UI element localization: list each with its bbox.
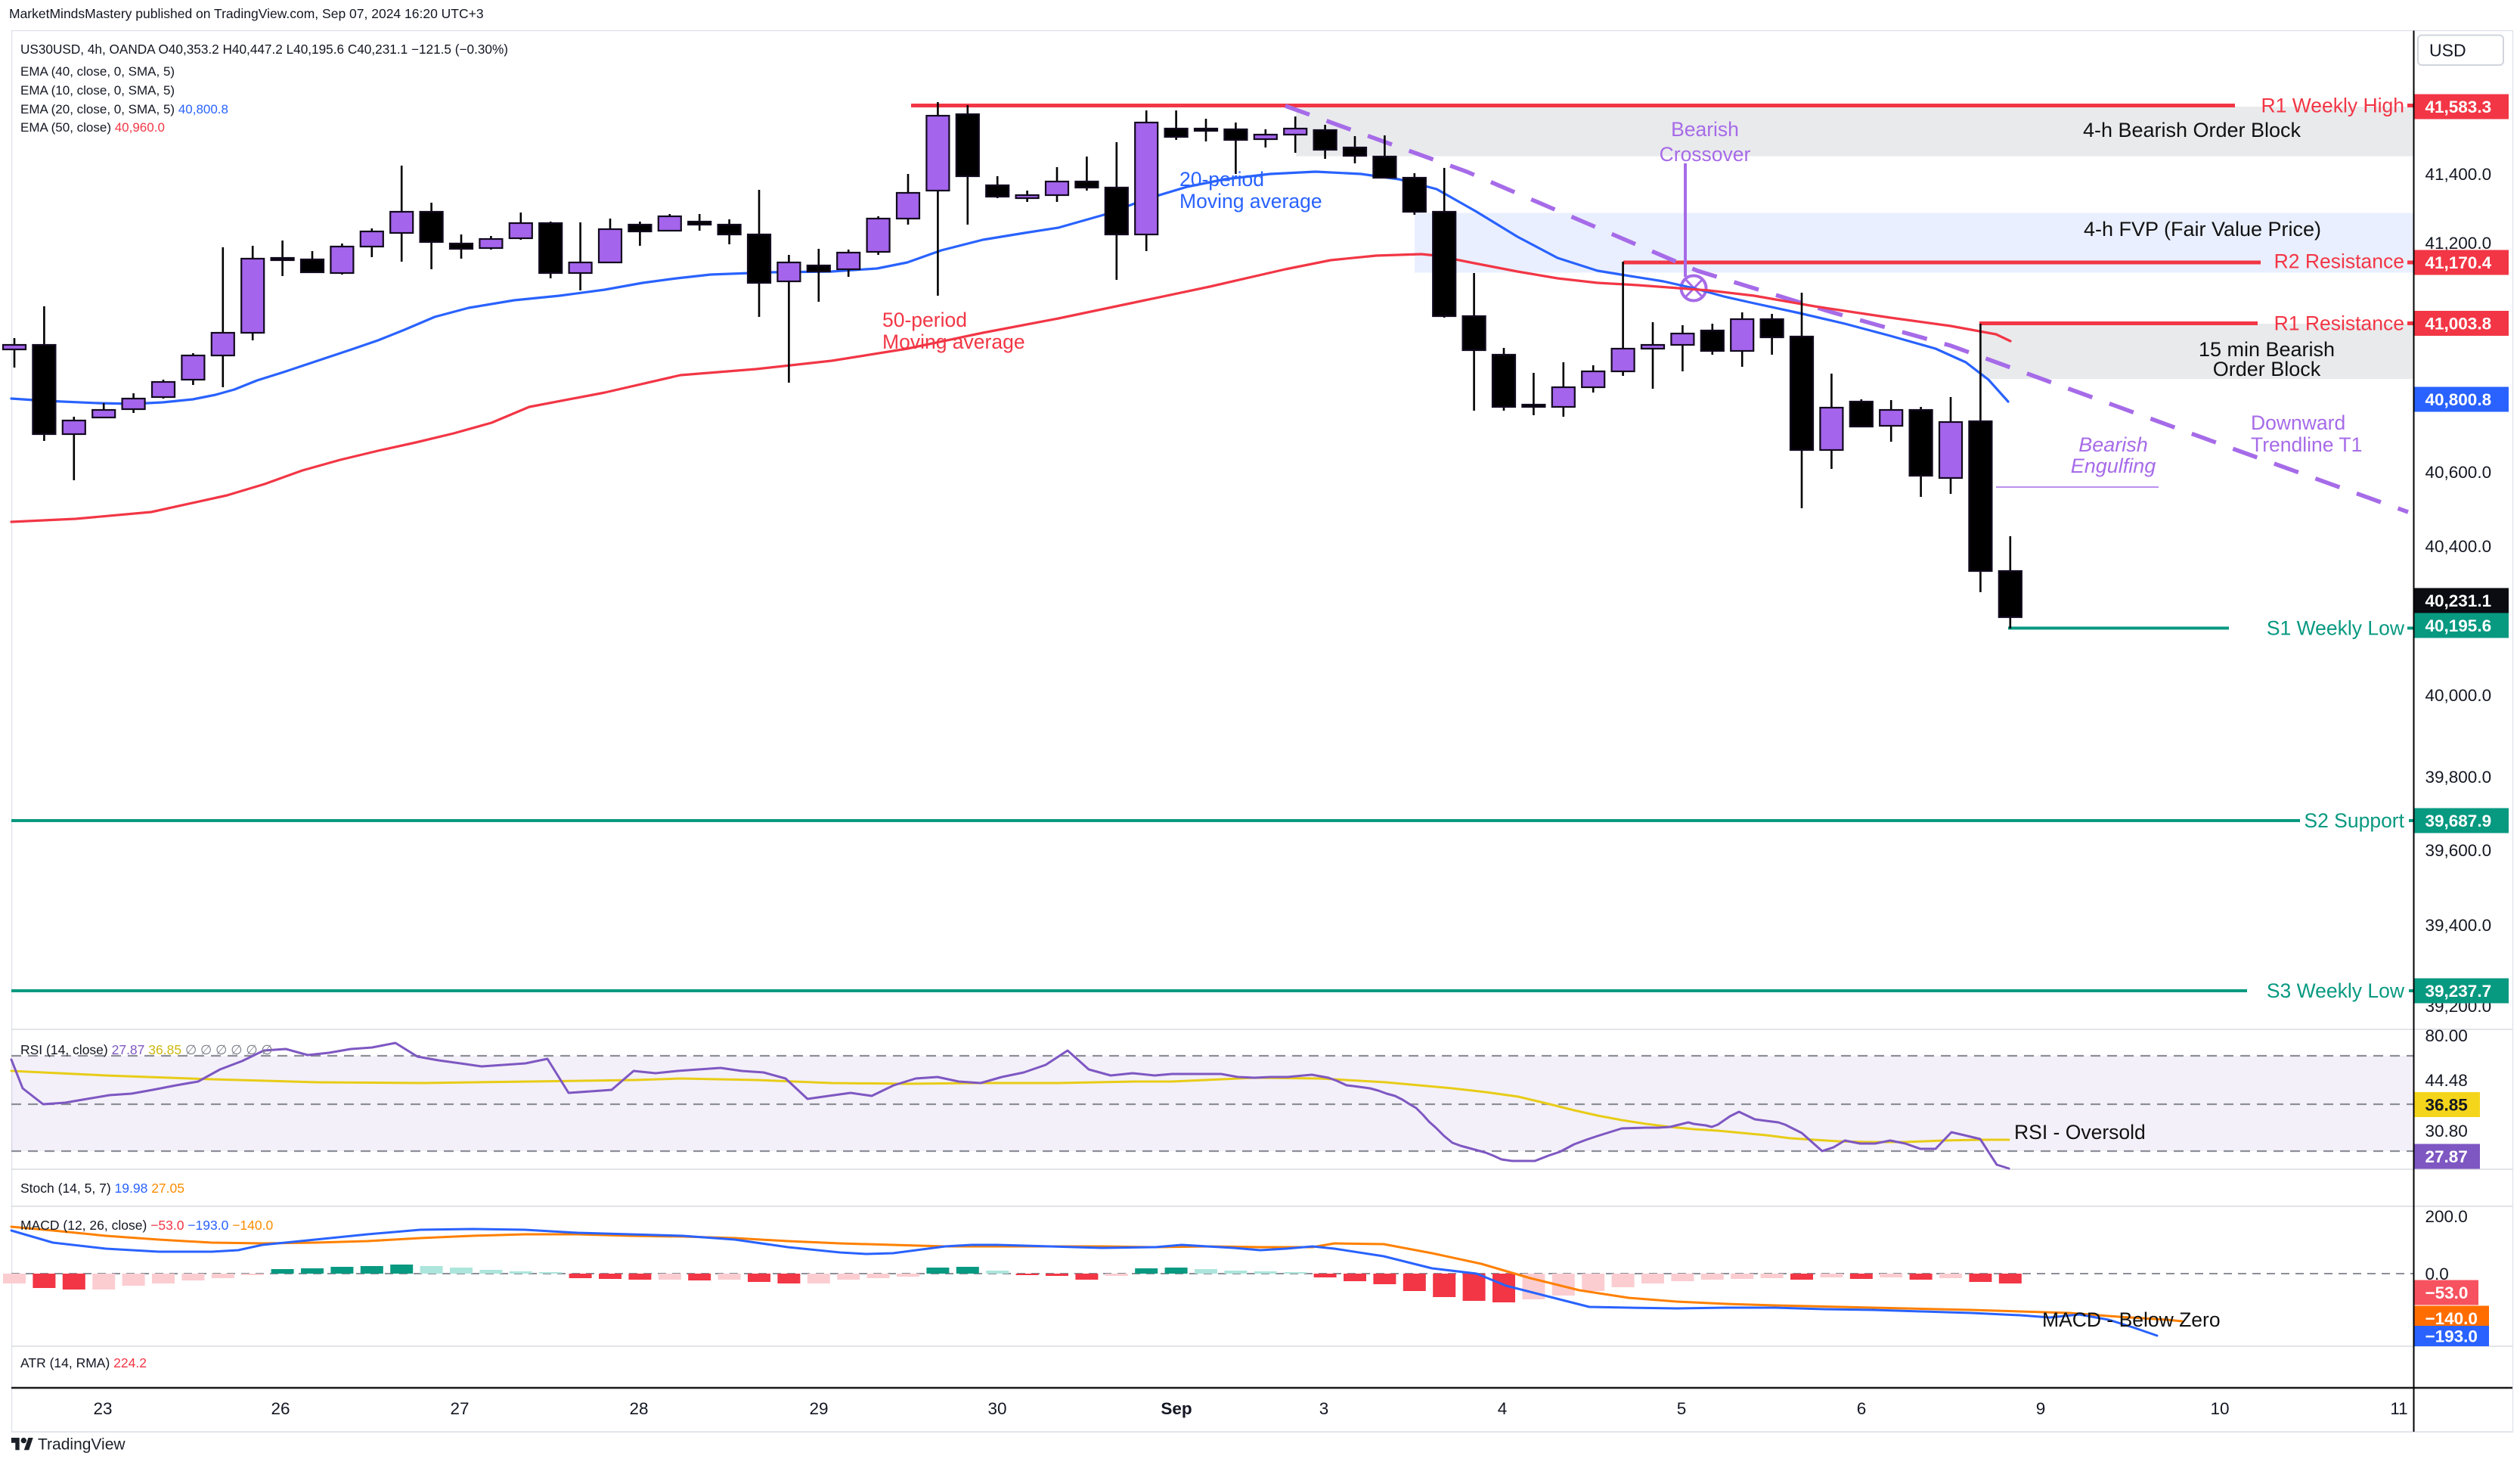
svg-text:Trendline T1: Trendline T1 xyxy=(2251,433,2362,456)
svg-text:S2 Support: S2 Support xyxy=(2304,809,2404,832)
svg-text:Bearish: Bearish xyxy=(1671,118,1739,141)
svg-text:40,231.1: 40,231.1 xyxy=(2425,591,2492,610)
svg-text:EMA (20, close, 0, SMA, 5) 40: EMA (20, close, 0, SMA, 5) 40,800.8 xyxy=(20,102,228,116)
svg-text:39,687.9: 39,687.9 xyxy=(2425,812,2492,830)
svg-text:41,003.8: 41,003.8 xyxy=(2425,314,2492,333)
svg-text:10: 10 xyxy=(2210,1399,2229,1418)
svg-text:6: 6 xyxy=(1857,1399,1867,1418)
svg-text:30: 30 xyxy=(987,1399,1006,1418)
svg-text:Bearish: Bearish xyxy=(2078,433,2148,456)
svg-text:4-h Bearish Order Block: 4-h Bearish Order Block xyxy=(2083,119,2301,141)
svg-text:41,583.3: 41,583.3 xyxy=(2425,98,2492,116)
svg-text:−53.0: −53.0 xyxy=(2425,1283,2469,1302)
svg-text:TradingView: TradingView xyxy=(38,1436,126,1454)
svg-text:80.00: 80.00 xyxy=(2425,1026,2468,1045)
svg-text:MACD - Below Zero: MACD - Below Zero xyxy=(2042,1308,2221,1331)
svg-text:EMA (10, close, 0, SMA, 5): EMA (10, close, 0, SMA, 5) xyxy=(20,83,175,98)
svg-text:39,237.7: 39,237.7 xyxy=(2425,982,2492,1001)
svg-text:41,400.0: 41,400.0 xyxy=(2425,165,2492,184)
svg-text:41,200.0: 41,200.0 xyxy=(2425,234,2492,253)
svg-text:28: 28 xyxy=(629,1399,648,1418)
svg-text:S3 Weekly Low: S3 Weekly Low xyxy=(2267,979,2405,1002)
svg-text:44.48: 44.48 xyxy=(2425,1071,2468,1090)
svg-text:26: 26 xyxy=(271,1399,290,1418)
svg-text:Sep: Sep xyxy=(1161,1399,1192,1418)
svg-text:27.87: 27.87 xyxy=(2425,1147,2468,1166)
svg-text:15 min Bearish: 15 min Bearish xyxy=(2199,338,2335,361)
svg-text:23: 23 xyxy=(93,1399,112,1418)
svg-text:29: 29 xyxy=(809,1399,828,1418)
svg-text:RSI - Oversold: RSI - Oversold xyxy=(2014,1121,2146,1144)
svg-text:RSI (14, close) 27.87 36.85: RSI (14, close) 27.87 36.85 ∅ ∅ ∅ ∅ ∅ ∅ xyxy=(20,1042,273,1057)
svg-text:−140.0: −140.0 xyxy=(2425,1309,2478,1328)
svg-text:30.80: 30.80 xyxy=(2425,1122,2468,1141)
svg-text:39,800.0: 39,800.0 xyxy=(2425,768,2492,787)
svg-text:R2 Resistance: R2 Resistance xyxy=(2274,250,2404,273)
svg-text:MarketMindsMastery published o: MarketMindsMastery published on TradingV… xyxy=(9,6,484,21)
svg-text:11: 11 xyxy=(2390,1399,2407,1418)
svg-text:R1 Weekly High: R1 Weekly High xyxy=(2261,95,2405,117)
svg-text:40,800.8: 40,800.8 xyxy=(2425,390,2492,409)
svg-text:EMA (50, close) 40,960.0: EMA (50, close) 40,960.0 xyxy=(20,120,165,135)
svg-text:Stoch (14, 5, 7) 19.98 27.05: Stoch (14, 5, 7) 19.98 27.05 xyxy=(20,1181,184,1196)
svg-text:4-h FVP (Fair Value Price): 4-h FVP (Fair Value Price) xyxy=(2084,218,2321,241)
svg-text:40,195.6: 40,195.6 xyxy=(2425,616,2492,635)
svg-text:40,400.0: 40,400.0 xyxy=(2425,537,2492,556)
svg-text:−193.0: −193.0 xyxy=(2425,1327,2478,1345)
svg-text:200.0: 200.0 xyxy=(2425,1207,2468,1226)
svg-text:40,000.0: 40,000.0 xyxy=(2425,686,2492,705)
svg-text:Crossover: Crossover xyxy=(1660,143,1751,166)
svg-text:3: 3 xyxy=(1319,1399,1329,1418)
svg-text:40,600.0: 40,600.0 xyxy=(2425,463,2492,482)
svg-text:MACD (12, 26, close) −53.0 −: MACD (12, 26, close) −53.0 −193.0 −140.0 xyxy=(20,1218,273,1233)
svg-text:36.85: 36.85 xyxy=(2425,1095,2468,1114)
svg-text:5: 5 xyxy=(1677,1399,1687,1418)
svg-text:USD: USD xyxy=(2429,41,2466,61)
svg-text:41,170.4: 41,170.4 xyxy=(2425,253,2492,272)
svg-text:Engulfing: Engulfing xyxy=(2071,455,2156,477)
svg-text:R1 Resistance: R1 Resistance xyxy=(2274,312,2404,335)
svg-text:US30USD, 4h, OANDA O40,353.2: US30USD, 4h, OANDA O40,353.2 H40,447.2 L… xyxy=(20,42,508,57)
svg-text:Downward: Downward xyxy=(2251,411,2345,434)
svg-text:S1 Weekly Low: S1 Weekly Low xyxy=(2267,617,2405,640)
svg-text:4: 4 xyxy=(1498,1399,1508,1418)
svg-text:EMA (40, close, 0, SMA, 5): EMA (40, close, 0, SMA, 5) xyxy=(20,64,175,79)
svg-text:Moving average: Moving average xyxy=(1179,190,1322,213)
svg-text:ATR (14, RMA) 224.2: ATR (14, RMA) 224.2 xyxy=(20,1355,147,1370)
svg-text:Order Block: Order Block xyxy=(2213,358,2321,380)
svg-text:50-period: 50-period xyxy=(882,309,967,331)
svg-text:39,400.0: 39,400.0 xyxy=(2425,916,2492,935)
svg-text:39,600.0: 39,600.0 xyxy=(2425,841,2492,860)
svg-text:9: 9 xyxy=(2036,1399,2046,1418)
svg-text:27: 27 xyxy=(450,1399,469,1418)
